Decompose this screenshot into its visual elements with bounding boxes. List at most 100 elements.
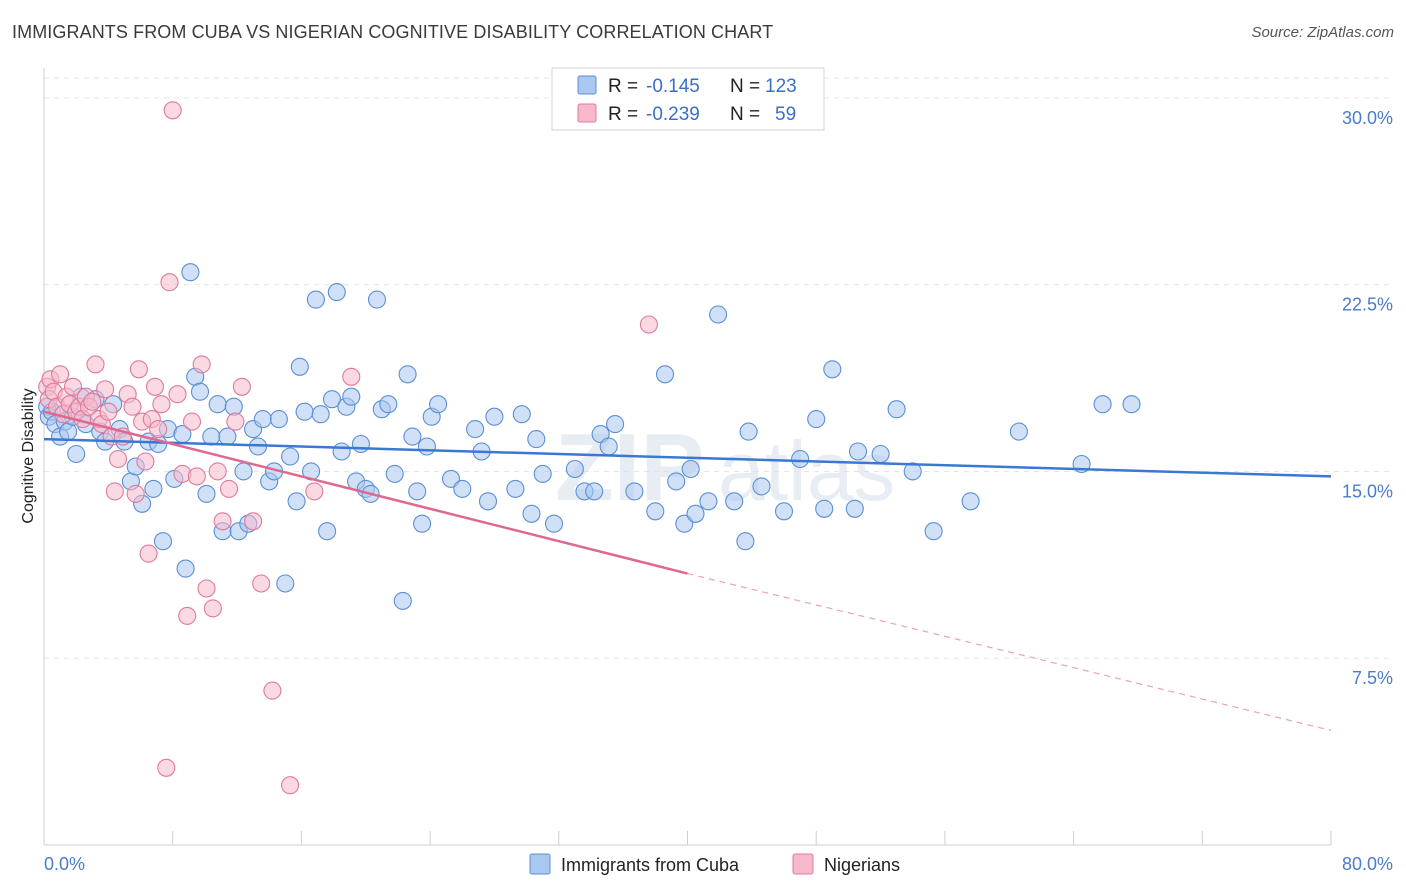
nigerian-point: [129, 360, 148, 379]
cuba-point: [903, 462, 922, 481]
nigerian-point: [123, 397, 142, 416]
y-axis-label: Cognitive Disability: [20, 388, 37, 523]
points: [38, 101, 1141, 795]
cuba-point: [332, 442, 351, 461]
cuba-point: [924, 522, 943, 541]
cuba-point: [181, 263, 200, 282]
cuba-point: [699, 492, 718, 511]
legend: R = -0.145 N = 123 R = -0.239 N = 59: [551, 67, 825, 131]
nigerian-point: [244, 512, 263, 531]
nigerian-point: [182, 412, 202, 431]
cuba-point: [485, 407, 504, 426]
legend-r-value-cuba: -0.145: [646, 76, 700, 97]
cuba-point: [453, 479, 472, 498]
y-tick-label: 30.0%: [1342, 108, 1393, 128]
x-tick-label-max: 80.0%: [1342, 854, 1393, 874]
cuba-point: [752, 477, 771, 496]
nigerian-point: [96, 380, 115, 399]
cuba-point: [269, 410, 288, 429]
nigerian-point: [126, 484, 145, 503]
cuba-point: [466, 420, 485, 439]
trend-line-extension-1: [687, 572, 1332, 732]
cuba-point: [845, 499, 864, 518]
cuba-point: [871, 444, 890, 464]
nigerian-point: [178, 606, 197, 625]
bottom-legend-label-cuba: Immigrants from Cuba: [561, 855, 740, 875]
cuba-point: [351, 434, 370, 454]
cuba-point: [403, 427, 422, 446]
cuba-point: [848, 442, 868, 461]
legend-r-label-nigerians: R =: [608, 104, 638, 125]
nigerian-point: [105, 482, 124, 501]
y-tick-label: 7.5%: [1352, 668, 1393, 688]
nigerian-point: [208, 462, 227, 481]
nigerian-point: [86, 355, 105, 374]
cuba-point: [224, 397, 243, 416]
cuba-point: [144, 479, 163, 498]
nigerian-point: [192, 355, 211, 374]
nigerian-point: [157, 758, 176, 777]
cuba-point: [1122, 395, 1141, 414]
cuba-point: [322, 390, 342, 409]
cuba-point: [408, 482, 427, 501]
chart-source: Source: ZipAtlas.com: [1251, 24, 1394, 41]
legend-n-label-cuba: N =: [730, 76, 760, 97]
cuba-point: [823, 360, 842, 379]
nigerian-point: [226, 412, 245, 431]
nigerian-point: [168, 385, 187, 404]
cuba-point: [606, 415, 625, 434]
legend-swatch-nigerians: [577, 103, 597, 123]
cuba-point: [667, 472, 686, 491]
nigerian-point: [139, 544, 158, 563]
nigerian-point: [232, 377, 251, 396]
cuba-point: [429, 395, 448, 414]
nigerian-point: [639, 315, 658, 334]
trend-line-1: [43, 410, 688, 575]
cuba-point: [281, 447, 300, 466]
cuba-point: [565, 459, 584, 479]
bottom-legend-swatch-cuba: [529, 853, 551, 875]
nigerian-point: [83, 392, 102, 411]
cuba-point: [197, 484, 216, 503]
cuba-point: [646, 502, 665, 521]
x-ticks: [172, 831, 1332, 845]
cuba-point: [544, 514, 564, 533]
cuba-point: [413, 514, 432, 533]
cuba-point: [527, 430, 546, 449]
bottom-legend-swatch-nigerians: [792, 853, 814, 875]
cuba-point: [791, 449, 810, 469]
nigerian-point: [252, 574, 271, 593]
cuba-point: [253, 410, 272, 429]
cuba-point: [318, 522, 337, 541]
nigerian-point: [149, 420, 168, 439]
cuba-point: [725, 492, 744, 511]
cuba-point: [153, 532, 173, 551]
cuba-point: [887, 400, 906, 419]
cuba-point: [208, 395, 227, 414]
cuba-point: [1009, 422, 1028, 441]
nigerian-point: [108, 449, 128, 469]
legend-r-value-nigerians: -0.239: [646, 104, 700, 125]
nigerian-point: [187, 467, 206, 486]
cuba-point: [533, 464, 552, 483]
legend-box: [551, 67, 825, 131]
nigerian-point: [152, 395, 171, 414]
cuba-point: [218, 427, 237, 446]
legend-r-label-cuba: R =: [608, 76, 638, 97]
legend-n-value-nigerians: 59: [775, 104, 796, 125]
nigerian-point: [219, 479, 239, 498]
nigerian-point: [160, 273, 179, 292]
cuba-point: [393, 591, 412, 610]
cuba-point: [815, 499, 834, 518]
cuba-point: [367, 290, 387, 309]
y-tick-labels: 7.5% 15.0% 22.5% 30.0%: [1342, 108, 1393, 688]
nigerian-point: [281, 776, 300, 795]
cuba-point: [478, 492, 498, 511]
cuba-point: [625, 482, 644, 501]
cuba-point: [736, 532, 755, 551]
cuba-point: [176, 559, 195, 578]
nigerian-point: [203, 599, 222, 618]
cuba-point: [287, 492, 306, 511]
cuba-point: [342, 387, 361, 406]
